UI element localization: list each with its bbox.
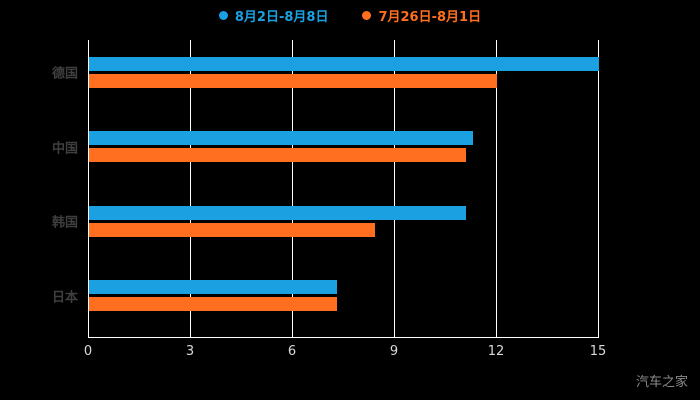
gridline (190, 40, 191, 338)
bar-week2 (89, 131, 474, 146)
x-tick-label: 12 (487, 344, 505, 359)
category-label: 中国 (51, 141, 78, 157)
x-axis-line (88, 337, 599, 338)
x-tick-label: 0 (83, 344, 93, 359)
x-tick-label: 6 (287, 344, 297, 359)
legend-marker-week2 (218, 11, 228, 20)
legend-label-week2: 8月2日-8月8日 (234, 10, 329, 25)
watermark: 汽车之家 (635, 375, 688, 390)
gridline (88, 40, 89, 338)
gridline (394, 40, 395, 338)
gridline (496, 40, 497, 338)
bar-week1 (89, 222, 375, 237)
x-tick-label: 3 (185, 344, 195, 359)
gridline (292, 40, 293, 338)
bar-week2 (89, 280, 338, 295)
category-label: 日本 (51, 290, 78, 306)
legend-item-week1: 7月26日-8月1日 (362, 6, 481, 25)
gridline (598, 40, 599, 338)
legend-item-week2: 8月2日-8月8日 (218, 6, 329, 25)
bar-week2 (89, 56, 599, 71)
bar-week1 (89, 148, 467, 163)
legend-marker-week1 (362, 11, 372, 20)
category-label: 韩国 (51, 215, 78, 231)
chart-legend: 8月2日-8月8日 7月26日-8月1日 (0, 6, 700, 25)
bar-week1 (89, 297, 338, 312)
x-tick-label: 15 (589, 344, 607, 359)
legend-label-week1: 7月26日-8月1日 (378, 10, 482, 25)
bar-week1 (89, 73, 497, 88)
x-tick-label: 9 (389, 344, 399, 359)
category-label: 德国 (51, 66, 78, 82)
plot-area: 0 3 6 9 12 15 德国中国韩国日本 (52, 40, 606, 359)
bar-week2 (89, 205, 467, 220)
